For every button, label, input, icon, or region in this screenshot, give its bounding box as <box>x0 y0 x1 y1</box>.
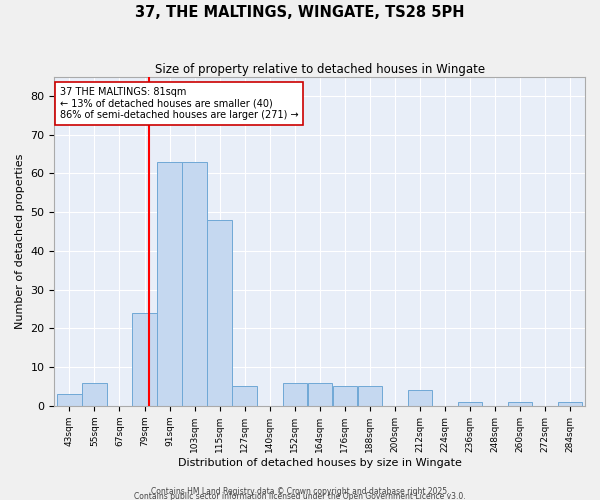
Bar <box>182 162 206 406</box>
Bar <box>358 386 382 406</box>
Bar <box>407 390 432 406</box>
Bar <box>82 382 107 406</box>
Text: 37 THE MALTINGS: 81sqm
← 13% of detached houses are smaller (40)
86% of semi-det: 37 THE MALTINGS: 81sqm ← 13% of detached… <box>60 86 298 120</box>
Text: Contains public sector information licensed under the Open Government Licence v3: Contains public sector information licen… <box>134 492 466 500</box>
Bar <box>558 402 582 406</box>
Bar <box>133 313 157 406</box>
Bar <box>157 162 182 406</box>
X-axis label: Distribution of detached houses by size in Wingate: Distribution of detached houses by size … <box>178 458 461 468</box>
Bar <box>232 386 257 406</box>
Bar <box>458 402 482 406</box>
Y-axis label: Number of detached properties: Number of detached properties <box>15 154 25 329</box>
Bar <box>508 402 532 406</box>
Bar <box>208 220 232 406</box>
Title: Size of property relative to detached houses in Wingate: Size of property relative to detached ho… <box>155 62 485 76</box>
Bar <box>308 382 332 406</box>
Text: Contains HM Land Registry data © Crown copyright and database right 2025.: Contains HM Land Registry data © Crown c… <box>151 486 449 496</box>
Text: 37, THE MALTINGS, WINGATE, TS28 5PH: 37, THE MALTINGS, WINGATE, TS28 5PH <box>135 5 465 20</box>
Bar <box>283 382 307 406</box>
Bar <box>332 386 357 406</box>
Bar <box>57 394 82 406</box>
